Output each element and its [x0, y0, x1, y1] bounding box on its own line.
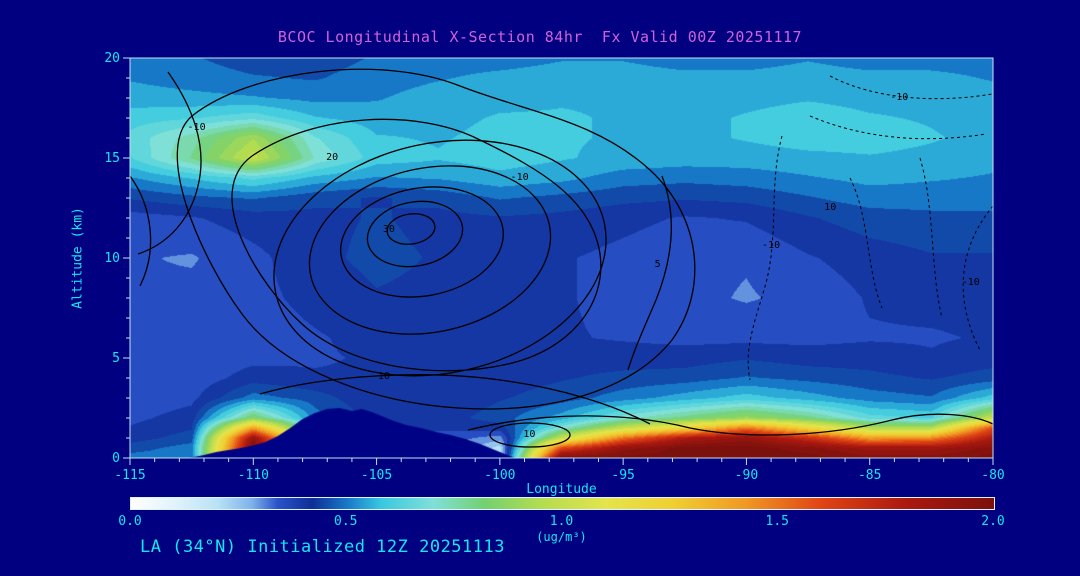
contour-label: -10 — [510, 172, 529, 183]
x-tick-label: -100 — [484, 468, 515, 483]
colorbar-units: (ug/m³) — [536, 530, 587, 544]
contour-label: 10 — [377, 371, 390, 382]
contour-label: -10 — [890, 92, 909, 103]
x-tick-label: -105 — [361, 468, 392, 483]
contour-label: 10 — [523, 429, 536, 440]
x-tick-label: -95 — [611, 468, 634, 483]
x-tick-label: -85 — [858, 468, 881, 483]
x-tick-label: -110 — [238, 468, 269, 483]
y-axis-title: Altitude (km) — [70, 207, 86, 309]
contour-label: 5 — [654, 259, 661, 270]
y-tick-label: 15 — [104, 151, 120, 166]
contour-label: -10 — [187, 122, 206, 133]
y-tick-label: 5 — [112, 351, 120, 366]
colorbar-tick-label: 2.0 — [981, 514, 1005, 529]
colorbar-tick-label: 0.5 — [334, 514, 358, 529]
y-tick-label: 0 — [112, 451, 120, 466]
colorbar — [130, 497, 995, 510]
contour-label: 20 — [326, 152, 339, 163]
concentration-heatmap-canvas — [130, 58, 993, 458]
x-tick-label: -115 — [114, 468, 145, 483]
y-tick-label: 20 — [104, 51, 120, 66]
init-info-text: LA (34°N) Initialized 12Z 20251113 — [140, 537, 505, 557]
contour-label: 10 — [824, 202, 837, 213]
chart-title: BCOC Longitudinal X-Section 84hr Fx Vali… — [277, 28, 803, 46]
x-tick-label: -80 — [981, 468, 1004, 483]
plot-area: -10 20 -10 30 5 -10 10 10 -10 -10 10 — [130, 58, 993, 458]
colorbar-tick-label: 1.5 — [765, 514, 789, 529]
colorbar-tick-label: 1.0 — [549, 514, 574, 529]
contour-label: -10 — [961, 277, 980, 288]
colorbar-tick-label: 0.0 — [118, 514, 142, 529]
contour-label: 30 — [382, 224, 395, 235]
y-tick-label: 10 — [104, 251, 120, 266]
x-tick-label: -90 — [735, 468, 758, 483]
contour-label: -10 — [762, 240, 781, 251]
x-axis-title: Longitude — [526, 482, 597, 497]
